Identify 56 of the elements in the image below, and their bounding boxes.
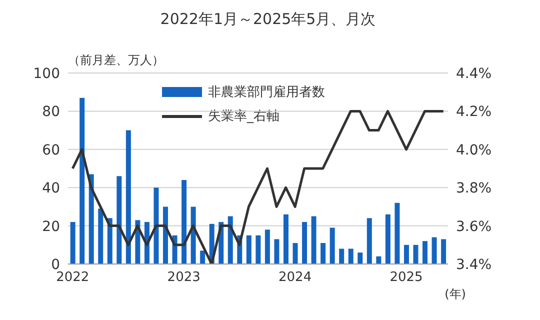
bar <box>107 218 112 264</box>
y-tick-label: 40 <box>42 180 60 197</box>
bar <box>413 244 418 264</box>
bar <box>98 208 104 264</box>
bar <box>246 235 252 264</box>
y-axis-title: （前月差、万人） <box>68 52 164 69</box>
chart-title: 2022年1月～2025年5月、月次 <box>159 10 377 29</box>
bar <box>70 222 76 264</box>
bar <box>116 176 122 264</box>
bar <box>264 230 270 264</box>
bar <box>88 174 94 264</box>
y-tick-label: 100 <box>33 66 60 82</box>
y-tick-label: 20 <box>42 218 60 235</box>
bar <box>80 98 85 264</box>
y2-tick-label: 4.2% <box>456 104 492 120</box>
bar <box>292 242 298 264</box>
y2-tick-label: 4.4% <box>456 66 492 82</box>
line-series <box>71 110 445 264</box>
x-tick-label: 2025 <box>390 270 423 286</box>
bar <box>283 214 288 264</box>
bar <box>311 216 316 264</box>
y2-tick-label: 3.6% <box>456 218 492 235</box>
x-tick-label: 2024 <box>278 270 312 286</box>
x-tick-label: 2023 <box>167 270 200 286</box>
legend-label: 非農業部門雇用者数 <box>208 84 325 101</box>
legend-label: 失業率_右軸 <box>208 108 280 125</box>
bar <box>432 237 437 264</box>
bar <box>358 252 363 264</box>
bar <box>154 188 159 264</box>
bar <box>394 202 400 264</box>
bar <box>366 218 372 264</box>
y-tick-label: 60 <box>42 142 60 158</box>
y2-tick-label: 3.8% <box>456 180 492 197</box>
bar <box>348 248 354 264</box>
bar <box>330 228 335 264</box>
bar <box>182 180 187 264</box>
bar <box>256 235 261 264</box>
bar <box>163 206 168 264</box>
text: (年) <box>444 286 466 303</box>
bar <box>200 250 206 264</box>
y2-tick-label: 4.0% <box>456 142 492 158</box>
bar <box>190 206 196 264</box>
y-tick-label: 80 <box>42 104 60 120</box>
bar <box>422 241 428 264</box>
bar <box>320 242 326 264</box>
bar <box>385 214 390 264</box>
x-tick-label: 2022 <box>56 270 90 286</box>
bar <box>404 244 409 264</box>
bar <box>441 239 446 264</box>
bar <box>339 248 344 264</box>
bar <box>274 239 280 264</box>
bar <box>126 130 131 264</box>
bar <box>376 256 382 264</box>
y-tick-label: 0 <box>51 256 60 273</box>
y2-tick-label: 3.4% <box>456 256 492 273</box>
bar <box>302 222 308 264</box>
